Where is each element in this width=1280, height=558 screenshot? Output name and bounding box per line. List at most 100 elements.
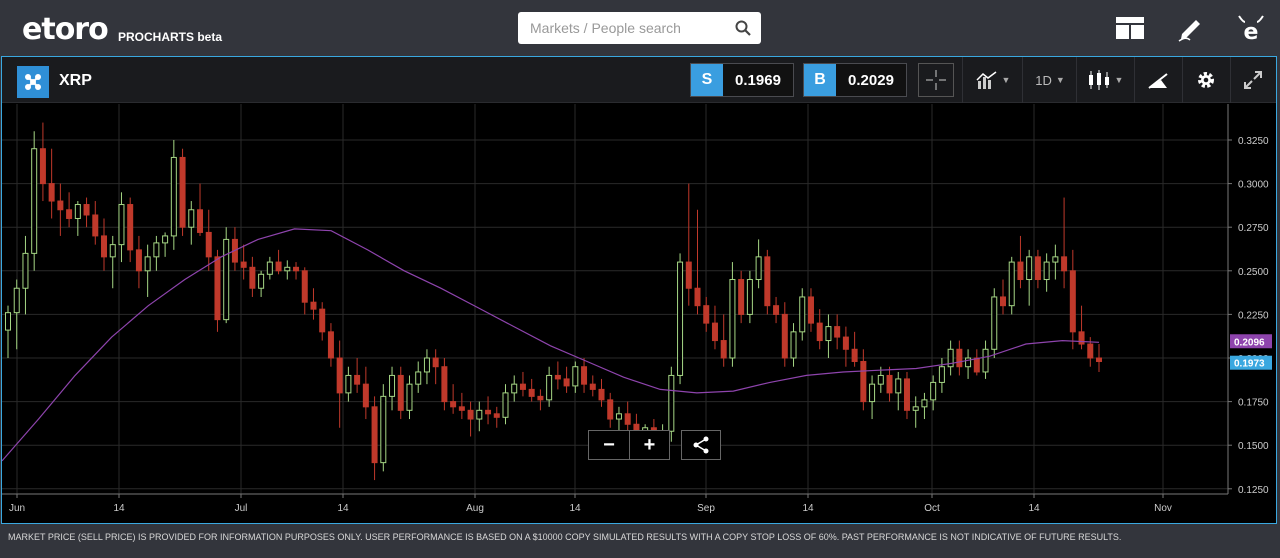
search-icon[interactable] [735, 20, 751, 41]
candle-body [912, 406, 919, 411]
candle-body [450, 401, 457, 408]
candle-body [502, 392, 509, 418]
candle-body [999, 296, 1006, 307]
candle-body [903, 378, 910, 411]
candle-body [886, 374, 893, 394]
candle-body [380, 395, 387, 464]
y-tick-label: 0.3000 [1238, 180, 1269, 191]
share-button[interactable] [681, 430, 721, 460]
candle-body [406, 383, 413, 411]
buy-tag: B [804, 64, 836, 96]
drawing-tools-button[interactable] [1140, 63, 1176, 97]
candle-body [74, 204, 81, 219]
y-tick-label: 0.1500 [1238, 441, 1269, 452]
candle-body [205, 231, 212, 258]
candle-body [581, 366, 588, 385]
candle-body [685, 261, 692, 289]
candle-body [807, 296, 814, 324]
candle-body [755, 256, 762, 281]
candle-body [214, 256, 221, 321]
candle-body [57, 200, 64, 211]
candle-body [607, 399, 614, 420]
candle-body [519, 383, 526, 390]
sell-button[interactable]: S 0.1969 [690, 63, 794, 97]
candle-body [127, 204, 134, 251]
buy-button[interactable]: B 0.2029 [803, 63, 907, 97]
candle-body [572, 366, 579, 387]
ma-value-label-bg [1230, 334, 1272, 349]
candle-body [371, 406, 378, 464]
chart-toolbar: XRP S 0.1969 B 0.2029 ▼ 1D ▼ ▼ [2, 57, 1276, 103]
candle-body [1052, 256, 1059, 263]
etoro-e-icon[interactable]: e [1235, 12, 1267, 44]
candlestick-icon [1088, 70, 1109, 90]
x-tick-label: 14 [802, 503, 814, 514]
expand-icon [1244, 71, 1262, 89]
candle-body [153, 242, 160, 258]
candle-body [938, 366, 945, 383]
candle-body [441, 366, 448, 403]
candle-body [930, 381, 937, 401]
candle-body [310, 301, 317, 310]
candle-body [546, 374, 553, 401]
candle-body [1017, 261, 1024, 281]
candle-body [598, 388, 605, 401]
crosshair-button[interactable] [918, 63, 954, 97]
zoom-controls: − + [588, 430, 670, 460]
candle-body [66, 209, 73, 219]
candle-body [668, 374, 675, 432]
layout-icon[interactable] [1114, 12, 1146, 44]
candle-body [720, 340, 727, 359]
candle-body [694, 287, 701, 307]
candle-body [336, 357, 343, 394]
candle-body [1034, 256, 1041, 281]
zoom-out-button[interactable]: − [603, 433, 615, 456]
sell-tag: S [691, 64, 723, 96]
candle-body [101, 235, 108, 258]
candle-body [711, 322, 718, 342]
product-label: PROCHARTS beta [118, 30, 223, 44]
candle-body [764, 256, 771, 307]
candle-body [118, 204, 125, 246]
zoom-in-button[interactable]: + [629, 431, 669, 459]
candle-body [877, 374, 884, 385]
indicators-icon [976, 71, 996, 89]
candle-body [223, 238, 230, 321]
x-tick-label: Oct [924, 503, 940, 514]
x-tick-label: 14 [113, 503, 125, 514]
candle-body [921, 399, 928, 408]
candle-body [197, 209, 204, 233]
candle-body [781, 313, 788, 359]
etoro-logo[interactable]: etoro [22, 12, 109, 47]
last-price-label-bg [1230, 355, 1272, 370]
indicators-button[interactable]: ▼ [970, 63, 1016, 97]
candle-body [301, 270, 308, 303]
chart-type-button[interactable]: ▼ [1082, 63, 1128, 97]
candle-body [135, 249, 142, 272]
candle-body [249, 266, 256, 289]
last-price-label: 0.1973 [1234, 359, 1265, 370]
candle-body [83, 204, 90, 216]
price-chart[interactable]: 0.32500.30000.27500.25000.22500.20000.17… [2, 104, 1276, 523]
candle-body [179, 156, 186, 228]
fullscreen-button[interactable] [1236, 63, 1270, 97]
settings-button[interactable] [1188, 63, 1224, 97]
candle-body [327, 331, 334, 359]
timeframe-label: 1D [1035, 72, 1052, 88]
search-box[interactable] [518, 12, 761, 44]
candle-body [284, 266, 291, 272]
timeframe-select[interactable]: 1D ▼ [1035, 72, 1065, 88]
x-tick-label: Nov [1154, 503, 1172, 514]
candle-body [1087, 343, 1094, 359]
candle-body [799, 296, 806, 333]
search-input[interactable] [518, 12, 728, 44]
candle-body [511, 383, 518, 394]
candle-body [293, 266, 300, 272]
candle-body [432, 357, 439, 368]
drawing-tools-icon [1148, 73, 1168, 89]
xrp-icon [17, 66, 49, 98]
candle-body [834, 326, 841, 338]
candle-body [895, 378, 902, 394]
x-tick-label: 14 [1028, 503, 1040, 514]
edit-pencil-icon[interactable] [1174, 12, 1206, 44]
